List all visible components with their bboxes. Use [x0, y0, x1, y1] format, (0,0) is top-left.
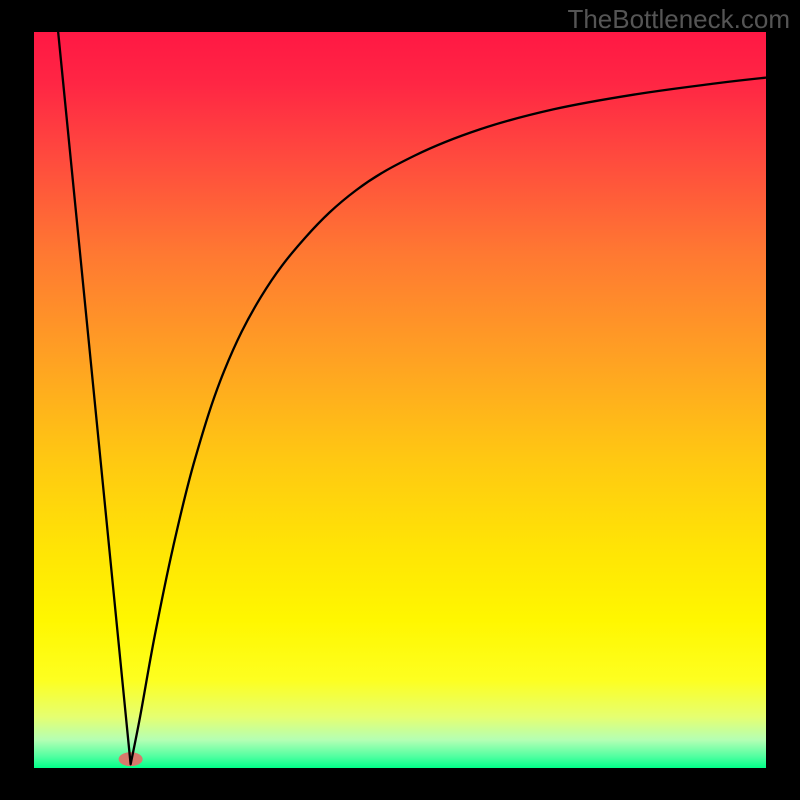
chart-stage: TheBottleneck.com: [0, 0, 800, 800]
plot-background-gradient: [34, 32, 766, 768]
plot-svg: [0, 0, 800, 800]
